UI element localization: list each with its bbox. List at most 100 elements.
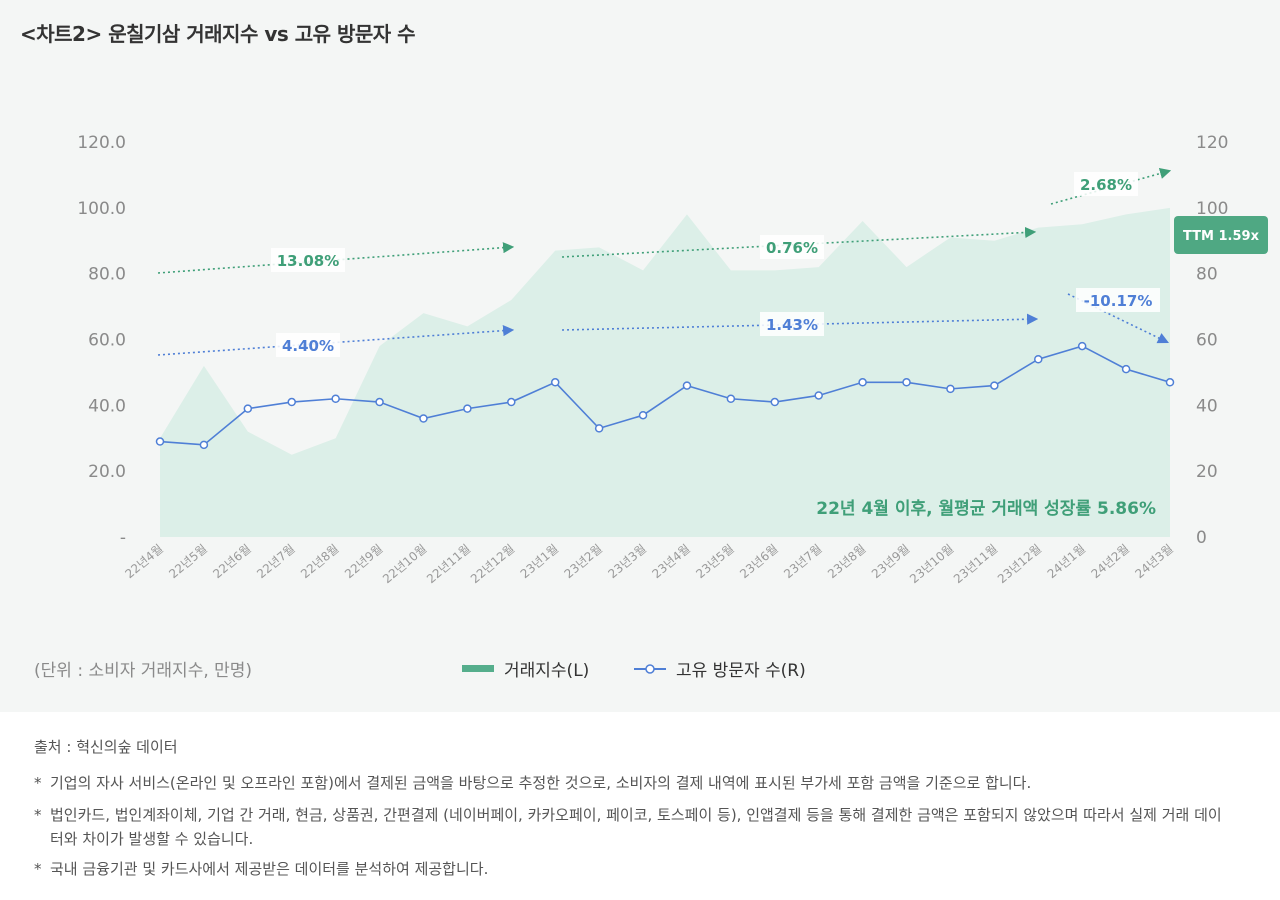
y-left-tick: - bbox=[120, 528, 126, 548]
visitors-point bbox=[638, 410, 648, 420]
x-tick-label: 22년12월 bbox=[468, 542, 517, 587]
y-left-tick: 40.0 bbox=[88, 396, 126, 416]
chart-title: <차트2> 운칠기삼 거래지수 vs 고유 방문자 수 bbox=[20, 22, 416, 46]
x-tick-label: 24년3월 bbox=[1132, 542, 1175, 582]
y-right-tick: 0 bbox=[1196, 528, 1207, 548]
volume-trend-arrow bbox=[157, 242, 515, 274]
y-right-tick: 120 bbox=[1196, 133, 1228, 153]
y-right-tick: 80 bbox=[1196, 265, 1218, 285]
volume-trend-label-bg bbox=[760, 235, 824, 259]
visitors-point bbox=[902, 378, 911, 387]
legend-item-visitors: 고유 방문자 수(R) bbox=[634, 656, 806, 681]
visitors-trend-label-bg bbox=[1076, 288, 1160, 312]
y-left-tick: 20.0 bbox=[88, 462, 126, 482]
y-left-tick: 60.0 bbox=[88, 331, 126, 351]
x-tick-label: 23년3월 bbox=[606, 542, 649, 582]
x-tick-label: 22년7월 bbox=[254, 542, 297, 582]
footnote-bullet: * bbox=[34, 806, 42, 824]
x-tick-label: 23년12월 bbox=[995, 542, 1044, 587]
unit-note: (단위 : 소비자 거래지수, 만명) bbox=[34, 661, 253, 681]
visitors-point bbox=[770, 397, 780, 407]
x-tick-label: 23년11월 bbox=[951, 542, 1000, 587]
visitors-point bbox=[682, 381, 692, 390]
x-tick-label: 24년2월 bbox=[1089, 542, 1132, 582]
volume-trend-label-bg bbox=[1074, 172, 1138, 196]
visitors-trend-arrow bbox=[157, 325, 515, 356]
y-right-tick: 100 bbox=[1196, 199, 1228, 219]
visitors-point bbox=[814, 391, 823, 400]
x-tick-label: 22년4월 bbox=[122, 542, 165, 582]
x-tick-label: 23년1월 bbox=[518, 542, 561, 582]
x-tick-label: 23년4월 bbox=[649, 542, 692, 582]
footnote-text: 기업의 자사 서비스(온라인 및 오프라인 포함)에서 결제된 금액을 바탕으로… bbox=[50, 774, 1032, 792]
visitors-trend-label-bg bbox=[760, 312, 824, 336]
footnote-text: 법인카드, 법인계좌이체, 기업 간 거래, 현금, 상품권, 간편결제 (네이… bbox=[50, 806, 1222, 848]
visitors-point bbox=[375, 397, 384, 407]
footnote: * 법인카드, 법인계좌이체, 기업 간 거래, 현금, 상품권, 간편결제 (… bbox=[34, 803, 1234, 851]
visitors-point bbox=[243, 404, 253, 413]
footnote-bullet: * bbox=[34, 774, 42, 792]
visitors-point bbox=[550, 378, 560, 387]
x-tick-label: 23년8월 bbox=[825, 542, 868, 582]
x-tick-label: 22년8월 bbox=[298, 542, 341, 582]
visitors-point bbox=[463, 404, 472, 413]
visitors-trend-label: 1.43% bbox=[766, 316, 818, 334]
legend-area-swatch bbox=[462, 665, 494, 672]
y-left-tick: 80.0 bbox=[88, 265, 126, 285]
footnote: * 기업의 자사 서비스(온라인 및 오프라인 포함)에서 결제된 금액을 바탕… bbox=[34, 771, 1234, 795]
x-tick-label: 22년5월 bbox=[166, 542, 209, 582]
chart-svg: - 20.0 40.0 60.0 80.0 100.0 120.0 0 20 40 60 80 100 1… bbox=[77, 133, 1268, 587]
x-tick-label: 23년6월 bbox=[737, 542, 780, 582]
volume-trend-label: 0.76% bbox=[766, 239, 818, 257]
visitors-trend-arrow bbox=[561, 313, 1039, 331]
legend-volume-label: 거래지수(L) bbox=[504, 661, 590, 681]
y-right-tick: 20 bbox=[1196, 462, 1218, 482]
volume-area bbox=[160, 207, 1170, 538]
y-left-tick: 100.0 bbox=[77, 199, 126, 219]
visitors-point bbox=[726, 394, 736, 403]
visitors-point bbox=[1165, 378, 1175, 387]
visitors-point bbox=[199, 440, 209, 450]
footnote-bullet: * bbox=[34, 860, 42, 878]
y-left-tick: 120.0 bbox=[77, 133, 126, 153]
y-right-tick: 40 bbox=[1196, 396, 1218, 416]
visitors-point bbox=[419, 414, 428, 423]
legend-item-volume: 거래지수(L) bbox=[462, 656, 589, 681]
x-tick-label: 23년2월 bbox=[562, 542, 605, 582]
x-tick-label: 22년11월 bbox=[424, 542, 473, 587]
x-tick-label: 23년5월 bbox=[693, 542, 736, 582]
footnote-text: 국내 금융기관 및 카드사에서 제공받은 데이터를 분석하여 제공합니다. bbox=[50, 860, 489, 878]
visitors-point bbox=[946, 384, 955, 394]
label-layer: 13.08% 0.76% 2.68% 4.40% 1.43% -10.17% bbox=[271, 172, 1160, 357]
ttm-badge: TTM 1.59x bbox=[1174, 216, 1268, 254]
visitors-point bbox=[1034, 355, 1043, 364]
x-tick-label: 23년7월 bbox=[781, 542, 824, 582]
visitors-trend-label: 4.40% bbox=[282, 337, 334, 355]
visitors-point bbox=[155, 437, 165, 446]
volume-trend-label-bg bbox=[271, 248, 345, 272]
y-right-tick: 60 bbox=[1196, 331, 1218, 351]
visitors-trend-label-bg bbox=[276, 333, 340, 357]
area-layer bbox=[160, 207, 1170, 538]
x-tick-label: 24년1월 bbox=[1045, 542, 1088, 582]
visitors-trend-label: -10.17% bbox=[1084, 292, 1153, 310]
visitors-trend-arrow bbox=[1067, 293, 1170, 344]
legend-visitors-label: 고유 방문자 수(R) bbox=[676, 661, 806, 681]
ttm-badge-text: TTM 1.59x bbox=[1183, 229, 1260, 244]
visitors-point bbox=[594, 424, 604, 433]
line-layer bbox=[155, 341, 1175, 450]
visitors-point bbox=[331, 394, 340, 403]
visitors-point bbox=[287, 397, 296, 407]
legend-line-swatch bbox=[634, 663, 666, 674]
visitors-point bbox=[990, 381, 999, 390]
x-tick-label: 22년6월 bbox=[210, 542, 253, 582]
visitors-point bbox=[507, 397, 516, 407]
footer: 출처 : 혁신의숲 데이터 * 기업의 자사 서비스(온라인 및 오프라인 포함… bbox=[0, 712, 1280, 900]
x-tick-label: 22년10월 bbox=[380, 542, 429, 587]
visitors-point bbox=[858, 378, 867, 387]
volume-trend-label: 2.68% bbox=[1080, 176, 1132, 194]
volume-trend-label: 13.08% bbox=[277, 252, 339, 270]
x-tick-label: 23년10월 bbox=[907, 542, 956, 587]
visitors-point bbox=[1121, 364, 1131, 374]
growth-note: 22년 4월 이후, 월평균 거래액 성장률 5.86% bbox=[816, 498, 1156, 519]
